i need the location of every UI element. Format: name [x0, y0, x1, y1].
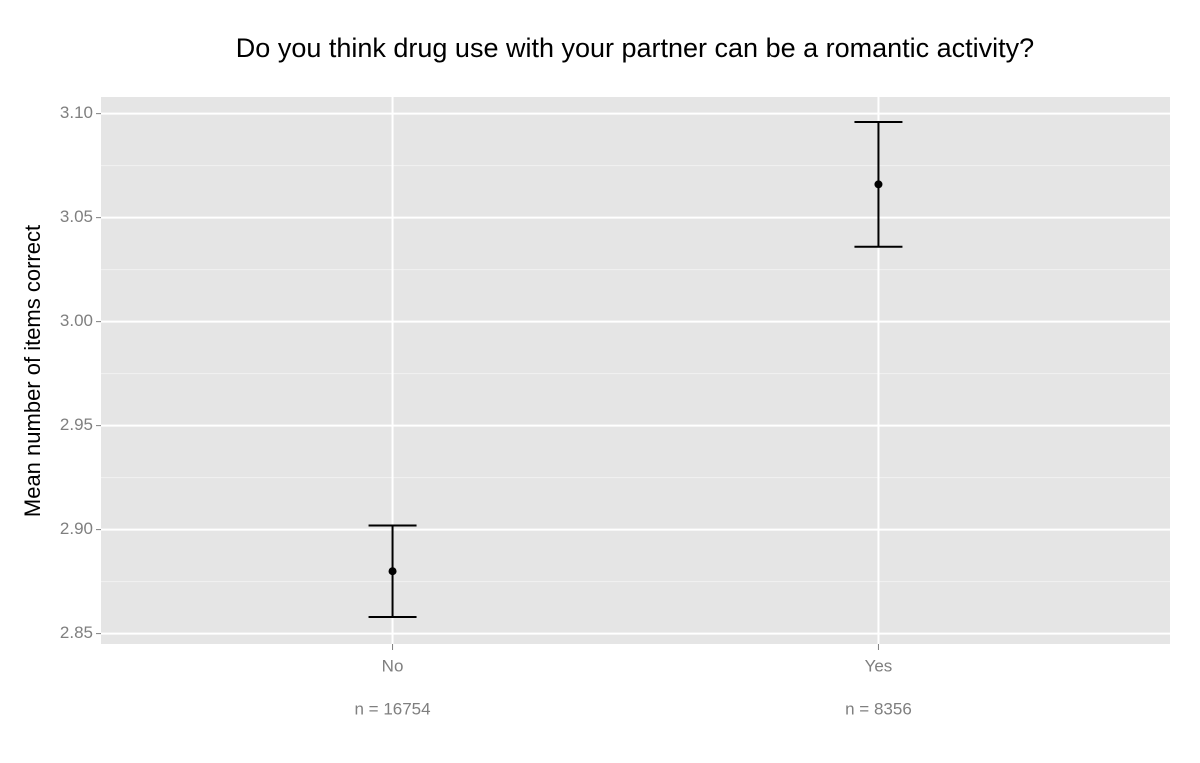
panel — [101, 97, 1170, 644]
y-axis-label: Mean number of items correct — [20, 225, 45, 517]
y-tick-label: 2.95 — [60, 415, 93, 434]
x-tick-label: Yes — [865, 656, 893, 675]
chart-title: Do you think drug use with your partner … — [236, 33, 1034, 63]
sample-size-label: n = 8356 — [845, 699, 912, 718]
sample-size-label: n = 16754 — [354, 699, 430, 718]
mean-point — [874, 180, 883, 189]
y-tick-label: 2.85 — [60, 623, 93, 642]
y-tick-label: 3.05 — [60, 207, 93, 226]
y-tick-label: 2.90 — [60, 519, 93, 538]
y-tick-label: 3.00 — [60, 311, 93, 330]
y-tick-label: 3.10 — [60, 103, 93, 122]
mean-point — [388, 567, 397, 576]
x-tick-label: No — [382, 656, 404, 675]
